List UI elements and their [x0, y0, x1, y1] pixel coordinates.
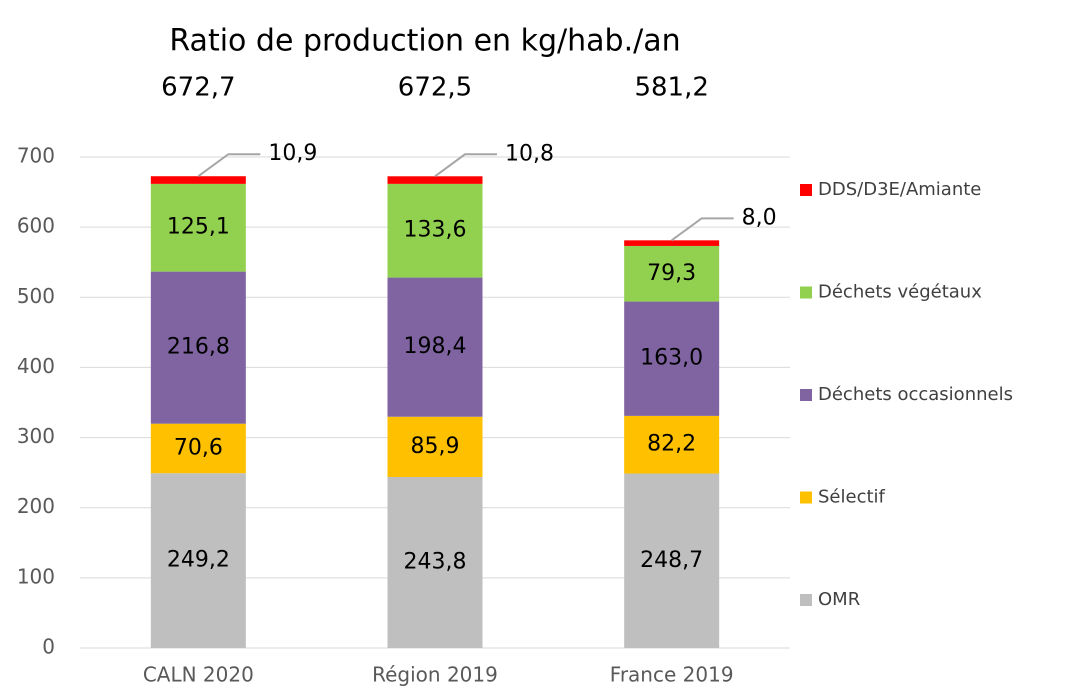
- y-tick-label: 100: [17, 564, 55, 588]
- data-label: 85,9: [411, 434, 460, 459]
- legend-swatch: [800, 184, 812, 196]
- bar-segment: [387, 416, 483, 477]
- x-tick-label: France 2019: [610, 663, 734, 687]
- bar-segment: [150, 271, 246, 424]
- bar-segment: [624, 415, 720, 474]
- legend-label: DDS/D3E/Amiante: [818, 179, 981, 200]
- bar-segment: [387, 476, 483, 648]
- bar-segment: [387, 183, 483, 278]
- bar-segment: [150, 473, 246, 648]
- data-label: 133,6: [404, 218, 467, 243]
- bar-segment: [387, 176, 483, 184]
- total-label: 672,7: [161, 73, 235, 103]
- x-tick-label: CALN 2020: [143, 663, 254, 687]
- data-label: 198,4: [404, 334, 467, 359]
- bar-segment: [387, 277, 483, 417]
- bar-segment: [624, 245, 720, 302]
- bar-segment: [624, 473, 720, 648]
- y-tick-label: 0: [42, 635, 55, 659]
- legend-label: OMR: [818, 589, 860, 610]
- data-label: 249,2: [167, 548, 230, 573]
- data-label: 79,3: [647, 261, 696, 286]
- data-label: 70,6: [174, 435, 223, 460]
- legend-label: Sélectif: [818, 487, 886, 508]
- legend-swatch: [800, 491, 812, 504]
- y-tick-label: 700: [17, 144, 55, 168]
- total-label: 581,2: [634, 73, 708, 103]
- data-label: 248,7: [640, 548, 703, 573]
- data-label: 82,2: [647, 432, 696, 457]
- leader-line: [671, 217, 734, 242]
- y-tick-label: 200: [17, 494, 55, 518]
- legend-label: Déchets végétaux: [818, 282, 982, 303]
- data-label: 243,8: [404, 549, 467, 574]
- y-tick-label: 500: [17, 284, 55, 308]
- data-label: 10,9: [268, 141, 317, 166]
- bar-segment: [624, 301, 720, 416]
- total-label: 672,5: [398, 73, 472, 103]
- legend-swatch: [800, 389, 812, 401]
- data-label: 10,8: [505, 141, 554, 166]
- data-label: 125,1: [167, 215, 230, 240]
- bar-segment: [150, 176, 246, 184]
- y-tick-label: 300: [17, 424, 55, 448]
- bar-segment: [150, 423, 246, 474]
- y-tick-label: 600: [17, 214, 55, 238]
- leader-line: [197, 153, 261, 178]
- x-tick-label: Région 2019: [372, 663, 498, 687]
- chart-title: Ratio de production en kg/hab./an: [169, 24, 680, 59]
- legend-label: Déchets occasionnels: [818, 384, 1013, 405]
- data-label: 163,0: [640, 346, 703, 371]
- leader-line: [434, 153, 497, 178]
- data-label: 8,0: [742, 205, 777, 230]
- legend-swatch: [800, 594, 812, 606]
- bar-segment: [150, 183, 246, 272]
- y-tick-label: 400: [17, 354, 55, 378]
- data-label: 216,8: [167, 335, 230, 360]
- bar-segment: [624, 240, 720, 246]
- legend-swatch: [800, 286, 812, 299]
